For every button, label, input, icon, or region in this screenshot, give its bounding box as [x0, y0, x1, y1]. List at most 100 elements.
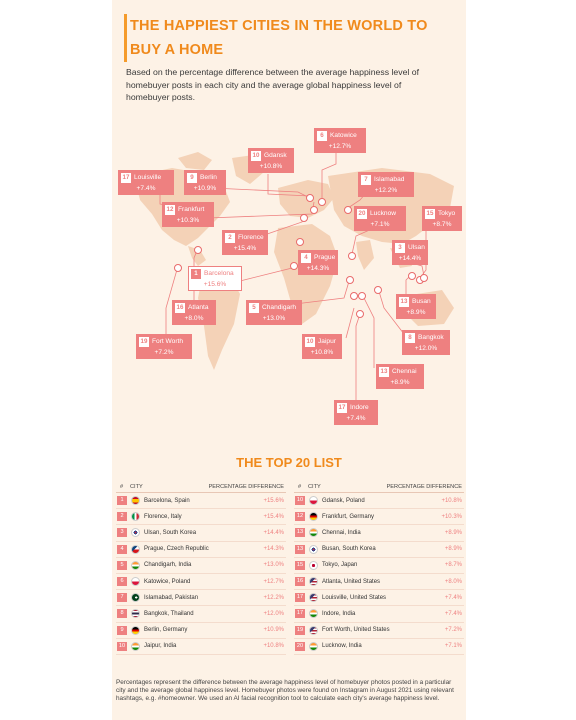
map-label-gdansk: 10 Gdansk +10.8% — [248, 148, 294, 173]
continent-india — [356, 240, 374, 270]
map-label-value: +10.8% — [259, 163, 283, 170]
map-pin — [350, 292, 358, 300]
map-pin — [174, 264, 182, 272]
map-label-rank: 7 — [361, 174, 371, 185]
map-label-jaipur: 10 Jaipur +10.8% — [302, 334, 342, 359]
table-row: 2 Florence, Italy +15.4% — [116, 509, 286, 526]
table-body: 10 Gdansk, Poland +10.8% 12 Frankfurt, Germa… — [294, 493, 464, 655]
map-pin — [318, 198, 326, 206]
header-num: # — [119, 483, 124, 490]
map-pin — [348, 252, 356, 260]
map-label-city: Chandigarh — [262, 303, 297, 311]
map-label-chennai: 13 Chennai +8.9% — [376, 364, 424, 389]
map-label-city: Katowice — [330, 131, 357, 139]
india-flag-icon — [131, 560, 140, 570]
table-body: 1 Barcelona, Spain +15.6% 2 Florence, Italy +… — [116, 493, 286, 655]
map-label-value: +13.0% — [262, 315, 286, 322]
top20-table-right: # CITY PERCENTAGE DIFFERENCE 10 Gdansk, P… — [294, 481, 464, 655]
row-rank: 8 — [117, 609, 127, 619]
row-rank: 17 — [295, 593, 305, 603]
map-pin — [194, 246, 202, 254]
table-row: 6 Katowice, Poland +12.7% — [116, 574, 286, 591]
usa-flag-icon — [309, 625, 318, 635]
map-label-rank: 1 — [191, 268, 201, 279]
row-rank: 15 — [295, 560, 305, 570]
table-row: 17 Indore, India +7.4% — [294, 606, 464, 623]
map-label-chandigarh: 5 Chandigarh +13.0% — [246, 300, 302, 325]
map-pin — [310, 206, 318, 214]
map-label-tokyo: 15 Tokyo +8.7% — [422, 206, 462, 231]
row-rank: 20 — [295, 641, 305, 651]
map-label-rank: 17 — [121, 172, 131, 183]
header-pct: PERCENTAGE DIFFERENCE — [208, 483, 284, 490]
map-label-city: Bangkok — [418, 333, 444, 341]
row-value: +14.4% — [263, 529, 284, 536]
map-label-busan: 13 Busan +8.9% — [396, 294, 436, 319]
map-label-value: +12.0% — [414, 345, 438, 352]
map-label-value: +15.4% — [233, 245, 257, 252]
map-pin — [306, 194, 314, 202]
map-pin — [356, 310, 364, 318]
spain-flag-icon — [131, 496, 140, 506]
map-pin — [290, 262, 298, 270]
title-accent-bar — [124, 14, 127, 62]
map-label-rank: 4 — [301, 252, 311, 263]
row-value: +10.9% — [263, 627, 284, 634]
row-value: +10.3% — [441, 513, 462, 520]
map-label-city: Louisville — [134, 173, 162, 181]
row-value: +13.0% — [263, 562, 284, 569]
table-row: 15 Tokyo, Japan +8.7% — [294, 558, 464, 574]
row-value: +12.2% — [263, 594, 284, 601]
row-rank: 7 — [117, 593, 127, 603]
map-label-city: Berlin — [200, 173, 217, 181]
map-label-value: +10.9% — [193, 185, 217, 192]
row-city: Chandigarh, India — [144, 562, 192, 569]
header-city: CITY — [130, 483, 143, 490]
row-rank: 10 — [295, 496, 305, 506]
usa-flag-icon — [309, 593, 318, 603]
czech-flag-icon — [131, 544, 140, 554]
map-label-value: +12.7% — [328, 143, 352, 150]
map-label-prague: 4 Prague +14.3% — [298, 250, 338, 275]
table-row: 13 Busan, South Korea +8.9% — [294, 542, 464, 558]
row-city: Berlin, Germany — [144, 627, 188, 634]
map-label-rank: 6 — [317, 130, 327, 141]
table-row: 12 Frankfurt, Germany +10.3% — [294, 509, 464, 526]
map-label-fort-worth: 19 Fort Worth +7.2% — [136, 334, 192, 359]
row-rank: 9 — [117, 625, 127, 635]
map-pin — [346, 276, 354, 284]
title-block: THE HAPPIEST CITIES IN THE WORLD TO BUY … — [124, 14, 454, 62]
korea-flag-icon — [131, 528, 140, 538]
row-rank: 19 — [295, 625, 305, 635]
row-value: +10.8% — [441, 497, 462, 504]
map-label-ulsan: 3 Ulsan +14.4% — [392, 240, 428, 265]
row-value: +8.7% — [444, 562, 462, 569]
map-label-rank: 3 — [395, 242, 405, 253]
table-row: 20 Lucknow, India +7.1% — [294, 639, 464, 655]
map-label-rank: 17 — [337, 402, 347, 413]
map-label-value: +14.4% — [398, 255, 422, 262]
table-row: 8 Bangkok, Thailand +12.0% — [116, 606, 286, 623]
pakistan-flag-icon — [131, 593, 140, 603]
map-label-rank: 2 — [225, 232, 235, 243]
map-label-rank: 13 — [379, 366, 389, 377]
map-label-value: +7.1% — [370, 221, 390, 228]
continent-central-america — [188, 246, 206, 266]
india-flag-icon — [309, 528, 318, 538]
page-title: THE HAPPIEST CITIES IN THE WORLD TO BUY … — [130, 18, 428, 58]
row-city: Busan, South Korea — [322, 546, 376, 553]
table-row: 10 Jaipur, India +10.8% — [116, 639, 286, 655]
india-flag-icon — [309, 641, 318, 651]
map-label-lucknow: 20 Lucknow +7.1% — [354, 206, 406, 231]
row-rank: 1 — [117, 496, 127, 506]
map-label-value: +8.9% — [406, 309, 426, 316]
map-label-city: Indore — [350, 403, 369, 411]
map-label-florence: 2 Florence +15.4% — [222, 230, 268, 255]
table-row: 4 Prague, Czech Republic +14.3% — [116, 542, 286, 558]
japan-flag-icon — [309, 560, 318, 570]
row-value: +12.7% — [263, 578, 284, 585]
map-label-city: Frankfurt — [178, 205, 205, 213]
row-city: Gdansk, Poland — [322, 497, 365, 504]
table-row: 19 Fort Worth, United States +7.2% — [294, 623, 464, 639]
map-label-rank: 20 — [357, 208, 367, 219]
